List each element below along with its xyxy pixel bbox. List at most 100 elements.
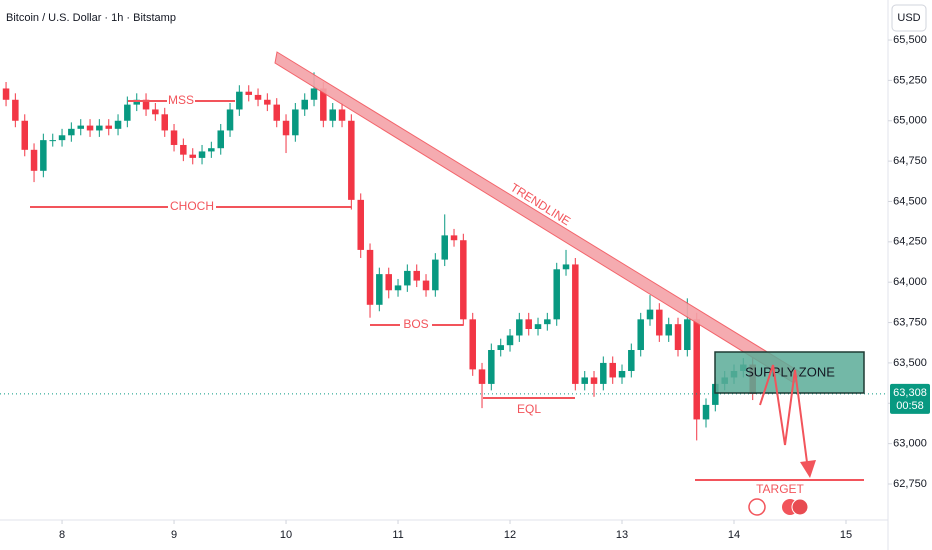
chart-title: Bitcoin / U.S. Dollar · 1h · Bitstamp bbox=[6, 12, 176, 24]
x-tick-label: 11 bbox=[392, 529, 403, 541]
y-tick-label: 63,500 bbox=[893, 357, 927, 369]
candle-body bbox=[357, 199, 364, 250]
y-tick-label: 62,750 bbox=[893, 478, 927, 490]
candle-body bbox=[77, 125, 85, 129]
supply-zone-label: SUPPLY ZONE bbox=[745, 364, 835, 379]
candle-body bbox=[301, 99, 308, 110]
candle-body bbox=[506, 335, 514, 346]
candle-body bbox=[609, 362, 616, 378]
candle-body bbox=[68, 128, 75, 136]
candle-body bbox=[450, 235, 458, 241]
candle-body bbox=[366, 249, 374, 305]
x-tick-label: 15 bbox=[840, 529, 852, 541]
y-tick-label: 63,000 bbox=[893, 438, 927, 450]
countdown: 00:58 bbox=[896, 400, 924, 412]
candle-body bbox=[422, 280, 430, 291]
currency: USD bbox=[897, 12, 920, 24]
supply-zone bbox=[714, 351, 865, 394]
candle-body bbox=[562, 264, 570, 270]
candle-body bbox=[572, 264, 579, 384]
candle-body bbox=[693, 319, 700, 420]
candle-body bbox=[161, 114, 168, 131]
candle-body bbox=[12, 99, 19, 121]
candle-body bbox=[637, 319, 644, 351]
x-tick-label: 12 bbox=[504, 529, 516, 541]
projection-path bbox=[759, 364, 809, 471]
candle-body bbox=[273, 104, 280, 121]
x-tick-label: 9 bbox=[171, 529, 177, 541]
candle-body bbox=[124, 104, 131, 121]
candle-body bbox=[628, 350, 635, 371]
candle-body bbox=[497, 345, 504, 351]
candle-body bbox=[292, 109, 299, 136]
mss-label: MSS bbox=[168, 93, 194, 107]
candle-body bbox=[226, 109, 234, 131]
candle-body bbox=[544, 319, 551, 325]
candle-body bbox=[96, 125, 103, 131]
candle-body bbox=[665, 324, 672, 336]
event-icon[interactable] bbox=[748, 498, 766, 516]
candle-body bbox=[338, 109, 346, 121]
candle-body bbox=[590, 377, 598, 384]
y-tick-label: 64,750 bbox=[893, 155, 927, 167]
candle-body bbox=[618, 370, 626, 378]
candle-body bbox=[469, 319, 476, 370]
last-price-badge bbox=[890, 383, 930, 414]
candle-body bbox=[21, 120, 29, 150]
candle-body bbox=[198, 151, 206, 158]
y-tick-label: 64,500 bbox=[893, 195, 927, 207]
candle-body bbox=[478, 369, 486, 384]
candle-body bbox=[553, 269, 560, 320]
candle-body bbox=[329, 109, 336, 121]
candle-body bbox=[142, 99, 150, 110]
candle-body bbox=[208, 148, 215, 152]
candle-body bbox=[656, 309, 663, 336]
candle-body bbox=[105, 125, 112, 129]
candle-body bbox=[49, 140, 57, 142]
candle-body bbox=[441, 235, 448, 260]
candle-body bbox=[488, 350, 495, 384]
candle-body bbox=[282, 120, 290, 136]
candle-body bbox=[404, 270, 411, 286]
candle-body bbox=[310, 88, 318, 100]
candle-body bbox=[348, 120, 355, 200]
candle-body bbox=[30, 149, 38, 171]
currency-button[interactable] bbox=[891, 4, 927, 32]
candle-body bbox=[245, 91, 252, 95]
candle-body bbox=[58, 135, 66, 141]
y-tick-label: 64,000 bbox=[893, 276, 927, 288]
candle-body bbox=[674, 324, 682, 351]
candle-body bbox=[581, 377, 588, 384]
candle-body bbox=[2, 88, 10, 100]
candle-body bbox=[684, 319, 691, 351]
candle-body bbox=[516, 319, 523, 336]
candle-body bbox=[86, 125, 94, 131]
candle-body bbox=[114, 120, 122, 129]
x-tick-label: 8 bbox=[59, 529, 65, 541]
candle-body bbox=[170, 130, 178, 145]
candle-body bbox=[534, 324, 542, 330]
eql-label: EQL bbox=[517, 402, 541, 416]
candle-body bbox=[133, 99, 140, 105]
candle-body bbox=[702, 404, 710, 420]
candle-body bbox=[152, 109, 159, 115]
candle-body bbox=[525, 319, 532, 330]
candle-body bbox=[264, 99, 271, 105]
event-icon[interactable] bbox=[791, 498, 809, 516]
candle-body bbox=[217, 130, 224, 149]
candle-body bbox=[712, 383, 719, 405]
candle-body bbox=[394, 285, 402, 291]
x-tick-label: 14 bbox=[728, 529, 740, 541]
x-tick-label: 13 bbox=[616, 529, 628, 541]
bos-label: BOS bbox=[403, 317, 428, 331]
candle-body bbox=[413, 270, 420, 281]
y-tick-label: 65,250 bbox=[893, 74, 927, 86]
candle-body bbox=[376, 274, 383, 305]
last-price-label: 63,308 bbox=[893, 387, 927, 399]
candle-body bbox=[320, 88, 327, 121]
projection-arrowhead bbox=[800, 460, 816, 478]
candle-body bbox=[254, 94, 262, 100]
y-tick-label: 65,000 bbox=[893, 115, 927, 127]
candle-body bbox=[236, 91, 243, 110]
